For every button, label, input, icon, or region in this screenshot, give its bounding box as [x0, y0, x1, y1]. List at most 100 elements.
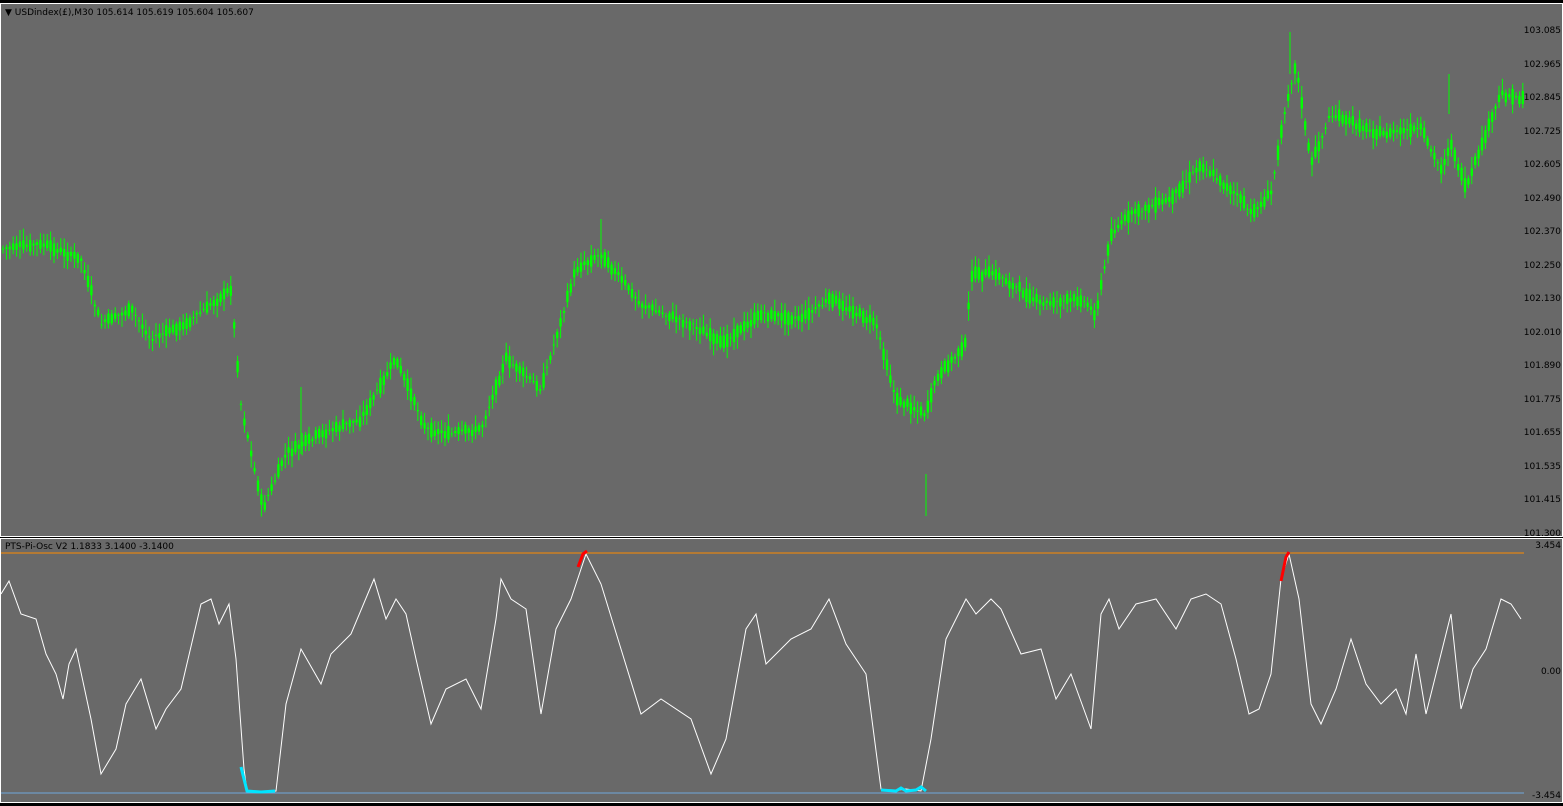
- candle-body: [1229, 185, 1232, 195]
- candle-body: [1096, 300, 1099, 309]
- candle-body: [131, 305, 134, 313]
- candle-body: [1049, 301, 1052, 306]
- price-chart-pane[interactable]: ▼ USDindex(£),M30 105.614 105.619 105.60…: [1, 4, 1524, 536]
- candle-body: [365, 405, 368, 415]
- candle-body: [66, 252, 69, 261]
- candle-body: [1069, 297, 1072, 302]
- candle-body: [423, 422, 426, 429]
- candle-body: [216, 298, 219, 306]
- candle-body: [753, 312, 756, 325]
- price-axis-label: 101.300: [1523, 529, 1561, 539]
- candle-body: [1225, 183, 1229, 191]
- candle-body: [1304, 121, 1307, 130]
- candle-body: [406, 378, 409, 391]
- candle-body: [501, 363, 504, 373]
- candle-body: [362, 411, 365, 417]
- candle-body: [178, 321, 181, 331]
- candle-body: [936, 373, 940, 381]
- candle-body: [426, 427, 430, 429]
- candle-body: [1395, 130, 1399, 133]
- candle-body: [1365, 123, 1368, 133]
- candle-body: [1341, 114, 1344, 124]
- candle-body: [287, 447, 290, 453]
- candle-body: [1185, 181, 1188, 183]
- candle-body: [695, 326, 698, 330]
- candle-body: [763, 312, 766, 314]
- candle-body: [219, 293, 222, 302]
- candle-body: [1011, 282, 1014, 290]
- candle-body: [1045, 300, 1048, 304]
- chevron-down-icon[interactable]: ▼: [5, 8, 12, 18]
- candle-body: [1290, 83, 1293, 85]
- candle-body: [1283, 112, 1286, 115]
- osc-axis-label: -3.454: [1531, 791, 1561, 801]
- candle-body: [875, 324, 878, 329]
- candle-body: [552, 344, 555, 346]
- candle-body: [892, 390, 895, 393]
- candle-body: [1314, 146, 1317, 157]
- candle-body: [998, 272, 1001, 280]
- candle-body: [1293, 63, 1297, 74]
- candle-body: [209, 303, 212, 306]
- candle-body: [698, 327, 702, 335]
- candle-body: [1433, 152, 1436, 160]
- candle-body: [987, 266, 991, 277]
- candle-body: [1351, 116, 1354, 126]
- candle-body: [420, 415, 423, 426]
- candle-body: [831, 294, 834, 308]
- candle-body: [811, 309, 814, 313]
- candle-body: [175, 323, 178, 336]
- candle-body: [1514, 95, 1518, 98]
- price-axis-label: 102.605: [1523, 160, 1561, 171]
- candle-body: [1338, 109, 1341, 121]
- candle-body: [1518, 96, 1521, 105]
- candle-body: [471, 429, 474, 436]
- candle-body: [1256, 207, 1259, 210]
- candle-body: [777, 312, 780, 317]
- candle-body: [1239, 194, 1242, 203]
- candle-body: [12, 243, 15, 250]
- candle-body: [1470, 168, 1473, 176]
- candle-body: [481, 424, 484, 428]
- candle-body: [1106, 244, 1110, 256]
- candle-body: [654, 310, 657, 313]
- candle-body: [889, 375, 892, 383]
- candle-body: [981, 271, 984, 282]
- candle-body: [1205, 169, 1208, 171]
- price-axis[interactable]: 103.085 102.965 102.845 102.725 102.605 102.4…: [1523, 4, 1563, 539]
- oscillator-pane[interactable]: PTS-Pi-Osc V2 1.1833 3.1400 -3.1400: [1, 539, 1524, 802]
- oscillator-axis[interactable]: 3.454 0.00 -3.454: [1524, 539, 1563, 802]
- candle-body: [913, 407, 916, 411]
- candle-body: [185, 318, 188, 329]
- price-axis-label: 102.845: [1523, 93, 1561, 104]
- candle-body: [450, 433, 453, 435]
- candle-body: [246, 434, 249, 439]
- candle-body: [226, 288, 229, 294]
- candle-body: [205, 301, 209, 313]
- candle-body: [664, 315, 668, 317]
- candle-body: [1423, 127, 1426, 139]
- oversold-segment: [880, 785, 927, 793]
- candle-body: [1208, 170, 1212, 177]
- candle-body: [756, 310, 759, 321]
- candle-body: [488, 406, 491, 408]
- candle-body: [437, 428, 440, 435]
- candle-body: [1508, 94, 1511, 98]
- candle-body: [1249, 208, 1252, 214]
- candle-body: [828, 292, 831, 304]
- candle-body: [984, 268, 987, 276]
- candle-body: [773, 311, 776, 321]
- candle-body: [947, 360, 950, 373]
- candle-body: [970, 270, 974, 282]
- candle-body: [1127, 210, 1130, 223]
- candle-body: [46, 240, 49, 249]
- candle-body: [260, 494, 263, 505]
- candle-body: [1334, 115, 1337, 119]
- candle-body: [790, 315, 793, 325]
- candle-body: [1436, 162, 1439, 164]
- price-axis-label: 102.010: [1523, 327, 1561, 338]
- candle-body: [352, 421, 355, 423]
- candle-body: [545, 366, 549, 368]
- candle-body: [675, 316, 678, 323]
- candle-body: [930, 388, 933, 403]
